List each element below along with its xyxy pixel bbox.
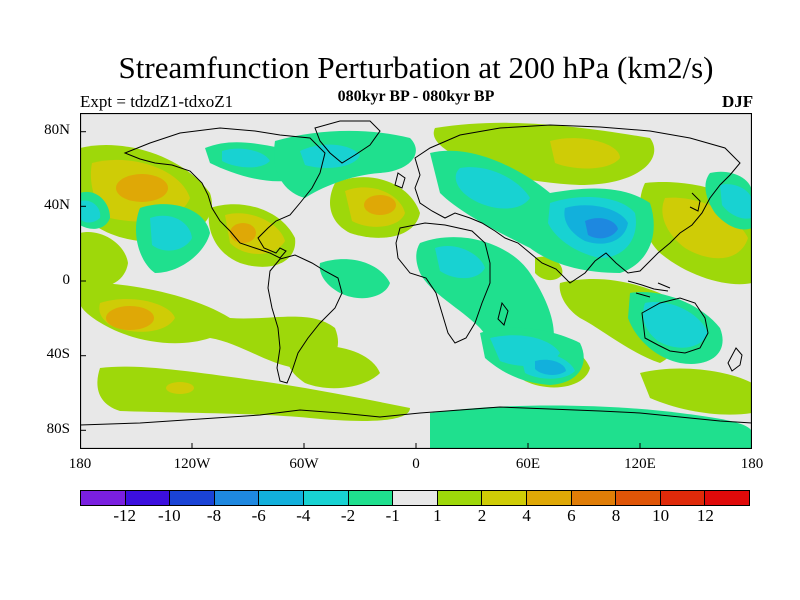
eurasia-coast	[414, 124, 741, 284]
colorbar-swatch	[392, 491, 437, 505]
colorbar-label: 1	[433, 506, 442, 525]
period-label: 080kyr BP - 080kyr BP	[337, 88, 495, 105]
chart-title: Streamfunction Perturbation at 200 hPa (…	[118, 50, 714, 85]
colorbar-swatch	[481, 491, 526, 505]
colorbar-label: 12	[696, 506, 714, 525]
colorbar	[80, 490, 750, 506]
coastlines	[80, 120, 752, 426]
new-zealand-coast	[727, 347, 743, 372]
colorbar-swatch	[615, 491, 660, 505]
colorbar-label: 4	[522, 506, 531, 525]
colorbar-swatch	[81, 491, 125, 505]
colorbar-label: -12	[113, 506, 136, 525]
colorbar-label: -1	[385, 506, 400, 525]
map-plot	[80, 113, 752, 449]
colorbar-label: 2	[477, 506, 487, 525]
negative-anomaly-fields	[80, 130, 752, 449]
lon-label: 180	[740, 456, 764, 472]
colorbar-swatch	[704, 491, 749, 505]
colorbar-swatch	[169, 491, 214, 505]
lon-label: 180	[68, 456, 92, 472]
colorbar-label: 6	[567, 506, 576, 525]
colorbar-swatch	[436, 491, 482, 505]
indonesia-coast	[627, 280, 671, 298]
british-isles-coast	[394, 172, 406, 189]
colorbar-swatch	[570, 491, 616, 505]
lat-label: 80S	[46, 421, 70, 437]
lat-label: 40S	[46, 346, 70, 362]
colorbar-swatch	[213, 491, 259, 505]
colorbar-swatch	[302, 491, 348, 505]
colorbar-swatch	[124, 491, 170, 505]
lon-label: 60W	[289, 456, 319, 472]
japan-coast	[689, 192, 701, 212]
lon-label: 0	[412, 456, 420, 472]
season-label: DJF	[722, 92, 754, 111]
experiment-label: Expt = tdzdZ1-tdxoZ1	[80, 92, 234, 111]
lon-label: 120E	[624, 456, 656, 472]
colorbar-swatch	[659, 491, 705, 505]
australia-coast	[641, 297, 709, 354]
map-frame	[80, 113, 752, 449]
colorbar-swatch	[347, 491, 393, 505]
lat-label: 80N	[44, 122, 70, 138]
lon-label: 120W	[173, 456, 211, 472]
north-america-coast	[123, 127, 326, 259]
greenland-coast	[314, 120, 381, 164]
colorbar-label: 10	[652, 506, 670, 525]
colorbar-label: 8	[611, 506, 621, 525]
colorbar-label: -2	[340, 506, 356, 525]
antarctica-coast	[80, 406, 752, 426]
colorbar-swatch	[258, 491, 303, 505]
africa-coast	[395, 222, 491, 344]
colorbar-swatch	[525, 491, 571, 505]
madagascar-coast	[497, 301, 509, 326]
lat-label: 0	[62, 272, 71, 288]
lat-label: 40N	[44, 197, 70, 213]
colorbar-label: -10	[157, 506, 181, 525]
lon-label: 60E	[515, 456, 541, 472]
colorbar-label: -8	[206, 506, 222, 525]
colorbar-label: -6	[251, 506, 266, 525]
colorbar-label: -4	[296, 506, 311, 525]
south-america-coast	[267, 254, 343, 384]
